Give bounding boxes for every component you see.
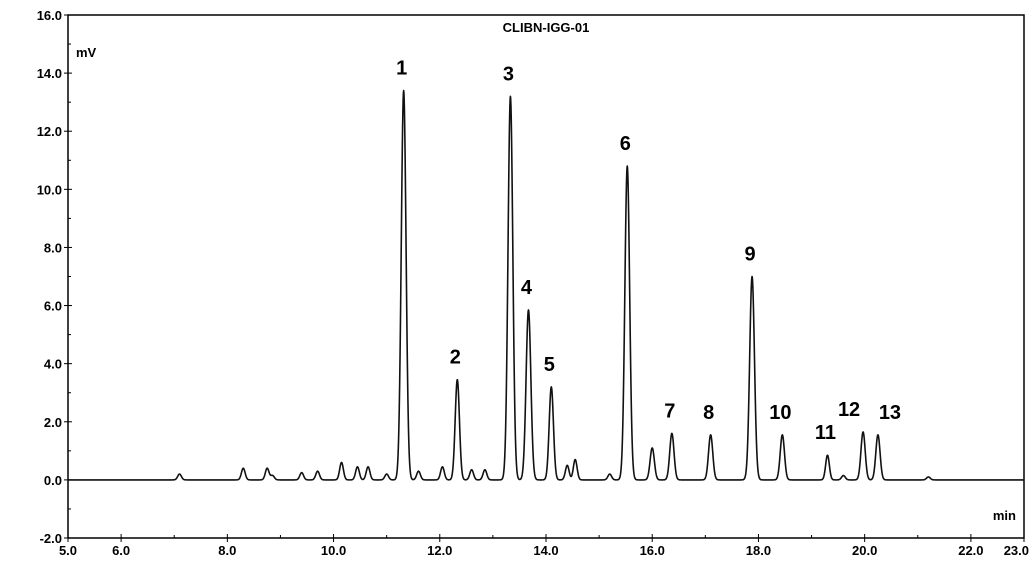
peak-label-9: 9: [745, 244, 756, 266]
y-tick-label: 2.0: [44, 415, 62, 430]
y-tick-label: 16.0: [37, 8, 62, 23]
y-axis-ticks: -2.0 0.0 2.0 4.0 6.0 8.0 10.0 12.0 14.0 16.0: [37, 8, 72, 546]
peak-label-4: 4: [521, 277, 533, 299]
x-tick-label: 22.0: [958, 543, 983, 558]
peak-label-11: 11: [815, 422, 836, 444]
peak-label-3: 3: [503, 63, 514, 85]
x-tick-label: 18.0: [746, 543, 771, 558]
peak-label-8: 8: [703, 402, 714, 424]
y-tick-label: 8.0: [44, 240, 62, 255]
peak-label-5: 5: [544, 354, 555, 376]
peak-label-12: 12: [838, 399, 860, 421]
x-tick-label: 6.0: [112, 543, 130, 558]
chromatogram-trace: [67, 89, 1025, 481]
y-axis-unit-label: mV: [76, 45, 97, 60]
peak-label-2: 2: [450, 347, 461, 369]
peak-label-7: 7: [664, 400, 675, 422]
y-tick-label: 10.0: [37, 182, 62, 197]
x-axis-ticks: 5.0 6.0 8.0 10.0 12.0 14.0 16.0 18.0 20.0 22.0 23.…: [59, 534, 1029, 558]
y-tick-label: 6.0: [44, 299, 62, 314]
y-tick-label: 12.0: [37, 124, 62, 139]
x-tick-label: 16.0: [640, 543, 665, 558]
x-tick-label: 12.0: [427, 543, 452, 558]
x-tick-label: 5.0: [59, 543, 77, 558]
peak-label-1: 1: [396, 58, 407, 80]
y-tick-label: 14.0: [37, 66, 62, 81]
chart-title: CLIBN-IGG-01: [503, 20, 590, 35]
x-axis-unit-label: min: [993, 508, 1016, 523]
x-tick-label: 14.0: [533, 543, 558, 558]
x-tick-label: 8.0: [218, 543, 236, 558]
peak-label-10: 10: [769, 402, 791, 424]
x-tick-label: 23.0: [1004, 543, 1029, 558]
x-tick-label: 20.0: [852, 543, 877, 558]
y-tick-label: 0.0: [44, 473, 62, 488]
x-tick-label: 10.0: [321, 543, 346, 558]
y-tick-label: -2.0: [40, 531, 62, 546]
peak-label-6: 6: [620, 133, 631, 155]
peak-label-13: 13: [879, 402, 901, 424]
y-tick-label: 4.0: [44, 357, 62, 372]
